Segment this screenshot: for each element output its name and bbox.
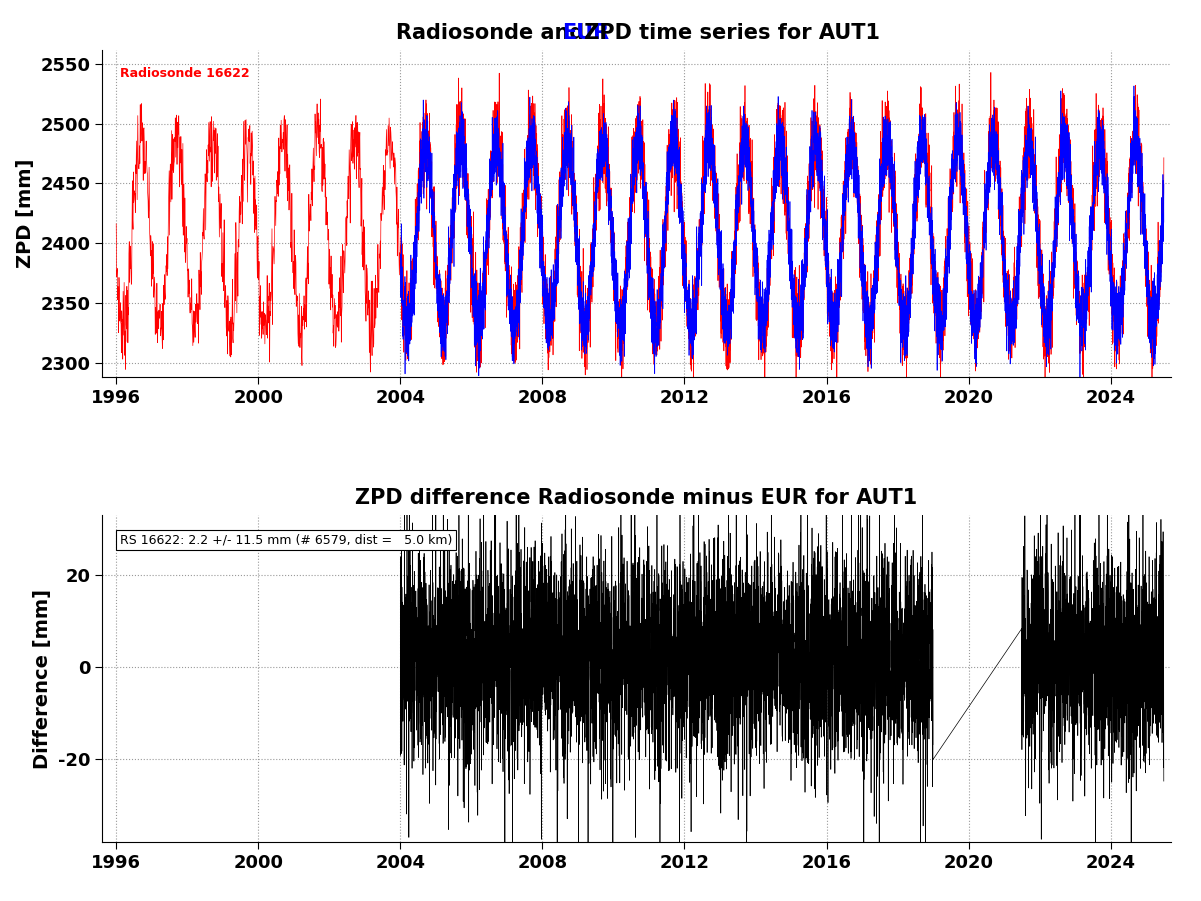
- Text: EUR: EUR: [562, 23, 609, 43]
- Text: Radiosonde 16622: Radiosonde 16622: [120, 68, 250, 80]
- Title: ZPD difference Radiosonde minus EUR for AUT1: ZPD difference Radiosonde minus EUR for …: [355, 487, 918, 507]
- Y-axis label: ZPD [mm]: ZPD [mm]: [16, 159, 35, 268]
- Text: RS 16622: 2.2 +/- 11.5 mm (# 6579, dist =   5.0 km): RS 16622: 2.2 +/- 11.5 mm (# 6579, dist …: [120, 533, 453, 546]
- Text: Radiosonde and: Radiosonde and: [396, 23, 591, 43]
- Y-axis label: Difference [mm]: Difference [mm]: [34, 588, 52, 769]
- Text: ZPD time series for AUT1: ZPD time series for AUT1: [576, 23, 880, 43]
